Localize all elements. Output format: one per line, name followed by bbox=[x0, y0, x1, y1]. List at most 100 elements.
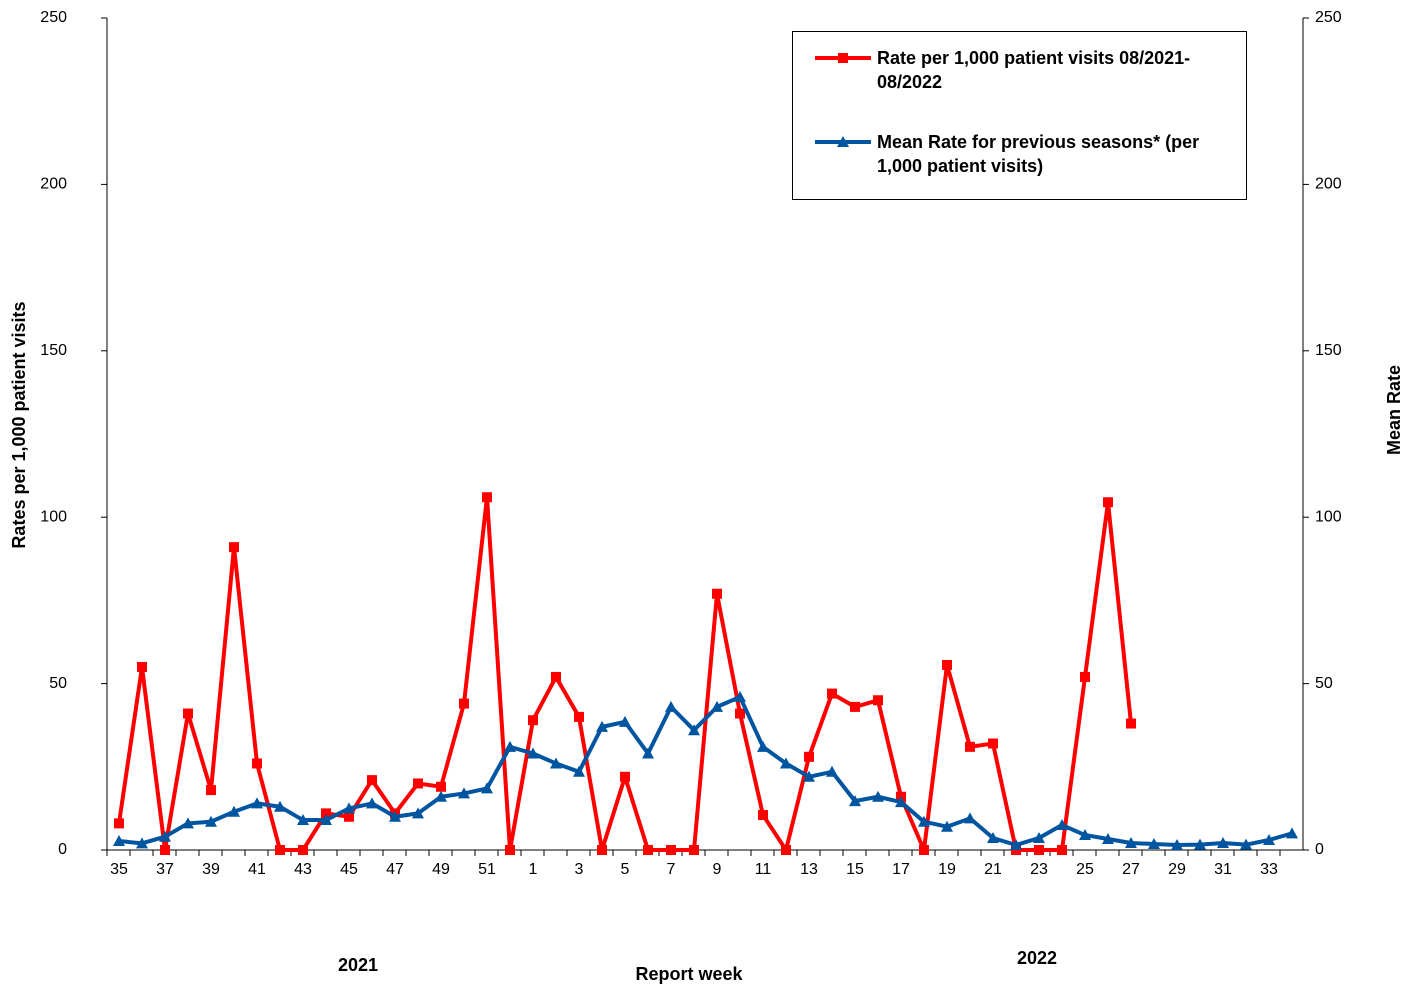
y-tick-label: 250 bbox=[40, 9, 67, 26]
data-point bbox=[803, 770, 815, 782]
x-tick-label: 17 bbox=[892, 861, 910, 878]
data-point bbox=[297, 814, 309, 826]
y-tick-label: 200 bbox=[40, 176, 67, 193]
data-point bbox=[987, 832, 999, 844]
data-point bbox=[919, 845, 929, 855]
x-tick-label: 5 bbox=[621, 861, 630, 878]
data-point bbox=[274, 800, 286, 812]
data-point bbox=[1103, 497, 1113, 508]
data-point bbox=[206, 785, 216, 796]
x-tick-label: 35 bbox=[110, 861, 128, 878]
data-point bbox=[459, 698, 469, 709]
data-point bbox=[758, 810, 768, 821]
data-point bbox=[504, 740, 516, 752]
x-tick-label: 33 bbox=[1260, 861, 1278, 878]
data-point bbox=[344, 811, 354, 822]
data-point bbox=[1126, 718, 1136, 729]
data-point bbox=[988, 738, 998, 749]
data-point bbox=[1057, 845, 1067, 855]
data-point bbox=[252, 758, 262, 769]
data-point bbox=[343, 802, 355, 814]
data-point bbox=[1286, 827, 1298, 839]
data-point bbox=[1056, 819, 1068, 831]
annotation: 2022 bbox=[1017, 948, 1057, 968]
x-tick-label: 51 bbox=[478, 861, 496, 878]
y-tick-label: 0 bbox=[58, 841, 67, 858]
data-point bbox=[872, 790, 884, 802]
data-point bbox=[711, 700, 723, 712]
data-point bbox=[712, 588, 722, 599]
data-point bbox=[113, 835, 125, 847]
data-point bbox=[458, 787, 470, 799]
data-point bbox=[1033, 832, 1045, 844]
x-tick-label: 7 bbox=[667, 861, 676, 878]
data-point bbox=[895, 796, 907, 808]
data-point bbox=[1010, 839, 1022, 851]
data-point bbox=[735, 708, 745, 719]
data-point bbox=[298, 845, 308, 855]
data-point bbox=[1217, 837, 1229, 849]
y-tick-label: 100 bbox=[40, 508, 67, 525]
legend-icon bbox=[815, 136, 871, 147]
data-point bbox=[551, 671, 561, 682]
data-point bbox=[1148, 838, 1160, 850]
x-tick-label: 9 bbox=[713, 861, 722, 878]
y2-tick-label: 250 bbox=[1315, 9, 1342, 26]
data-point bbox=[619, 715, 631, 727]
data-point bbox=[1263, 834, 1275, 846]
y2-tick-label: 100 bbox=[1315, 508, 1342, 525]
data-point bbox=[159, 830, 171, 842]
legend-marker bbox=[838, 53, 848, 63]
data-point bbox=[804, 751, 814, 762]
x-tick-label: 21 bbox=[984, 861, 1002, 878]
x-tick-label: 37 bbox=[156, 861, 174, 878]
x-tick-label: 47 bbox=[386, 861, 404, 878]
x-tick-label: 15 bbox=[846, 861, 864, 878]
data-point bbox=[850, 701, 860, 712]
data-point bbox=[505, 845, 515, 855]
data-point bbox=[321, 808, 331, 819]
data-point bbox=[366, 797, 378, 809]
data-point bbox=[550, 757, 562, 769]
legend: Rate per 1,000 patient visits 08/2021-08… bbox=[792, 31, 1247, 200]
data-point bbox=[849, 795, 861, 807]
data-point bbox=[389, 810, 401, 822]
x-tick-label: 13 bbox=[800, 861, 818, 878]
data-point bbox=[596, 720, 608, 732]
data-point bbox=[1079, 829, 1091, 841]
data-point bbox=[205, 815, 217, 827]
data-point bbox=[665, 700, 677, 712]
x-tick-label: 11 bbox=[755, 861, 772, 878]
data-point bbox=[826, 765, 838, 777]
data-point bbox=[1194, 838, 1206, 850]
data-point bbox=[160, 845, 170, 855]
data-point bbox=[941, 820, 953, 832]
data-point bbox=[689, 845, 699, 855]
x-tick-label: 49 bbox=[432, 861, 450, 878]
data-point bbox=[734, 690, 746, 702]
annotation: 2021 bbox=[338, 955, 378, 975]
data-point bbox=[228, 805, 240, 817]
data-point bbox=[320, 814, 332, 826]
x-tick-label: 3 bbox=[575, 861, 584, 878]
y-tick-label: 150 bbox=[40, 342, 67, 359]
data-point bbox=[1171, 839, 1183, 851]
series-line bbox=[118, 694, 1293, 848]
data-point bbox=[482, 492, 492, 503]
legend-label: Mean Rate for previous seasons* (per 1,0… bbox=[877, 132, 1200, 176]
data-point bbox=[182, 817, 194, 829]
data-point bbox=[597, 845, 607, 855]
data-point bbox=[367, 775, 377, 786]
data-point bbox=[527, 747, 539, 759]
y2-tick-label: 200 bbox=[1315, 176, 1342, 193]
x-tick-label: 39 bbox=[202, 861, 220, 878]
x-axis-label: Report week bbox=[635, 964, 743, 984]
data-point bbox=[413, 778, 423, 789]
data-point bbox=[757, 740, 769, 752]
data-point bbox=[574, 711, 584, 722]
series-line bbox=[117, 495, 1133, 852]
data-point bbox=[573, 765, 585, 777]
x-tick-label: 45 bbox=[340, 861, 358, 878]
